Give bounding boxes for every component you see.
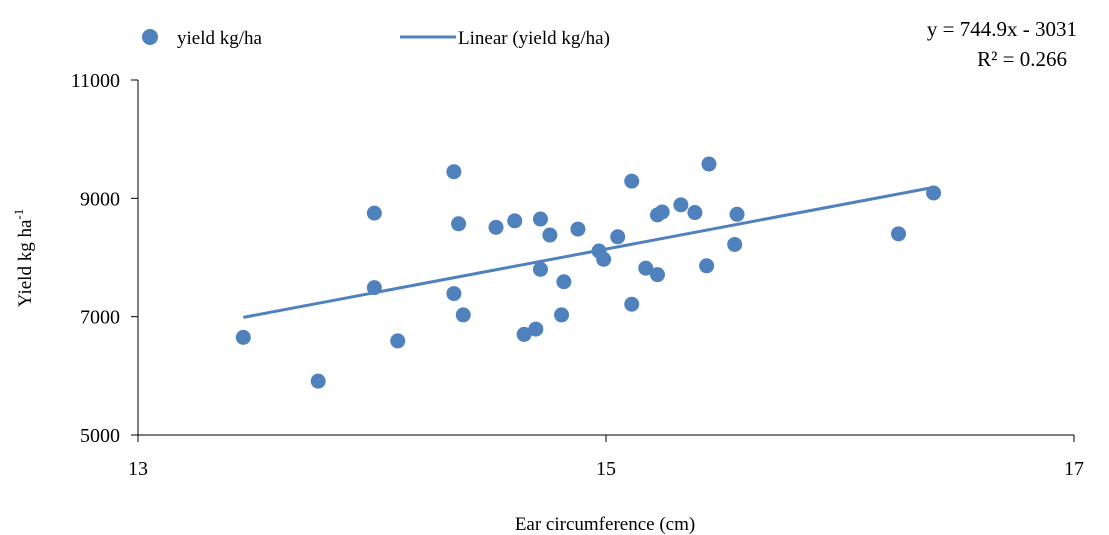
r-squared-line: R² = 0.266	[977, 47, 1067, 71]
y-axis-title: Yield kg ha-1	[11, 209, 36, 307]
data-point	[673, 197, 689, 213]
data-point	[701, 156, 717, 172]
data-point	[554, 307, 570, 323]
legend-series-label: yield kg/ha	[177, 28, 263, 49]
x-tick-label: 17	[1064, 458, 1084, 480]
data-point	[610, 229, 626, 245]
x-tick-label: 13	[128, 458, 148, 480]
tick-labels: 5000 7000 9000 11000 13 15 17	[71, 70, 1084, 480]
data-point	[649, 267, 665, 283]
data-point	[926, 185, 942, 201]
trendline-group	[243, 185, 934, 319]
data-point	[532, 211, 548, 227]
data-point	[624, 296, 640, 312]
data-point	[446, 164, 462, 180]
data-point	[366, 205, 382, 221]
y-axis-title-superscript: -1	[11, 209, 26, 220]
data-point	[727, 236, 743, 252]
data-point	[390, 333, 406, 349]
data-point	[654, 204, 670, 220]
legend-series-marker	[142, 29, 158, 45]
data-point	[451, 216, 467, 232]
y-axis-title-base: Yield kg ha	[15, 219, 36, 307]
data-point	[542, 227, 558, 243]
data-point	[528, 321, 544, 337]
equation-line: y = 744.9x - 3031	[927, 17, 1077, 41]
trend-equation: y = 744.9x - 3031 R² = 0.266	[927, 17, 1077, 71]
trendline	[243, 185, 934, 319]
y-tick-label: 9000	[80, 188, 120, 210]
data-points	[235, 156, 942, 389]
y-tick-label: 7000	[80, 307, 120, 329]
data-point	[687, 205, 703, 221]
data-point	[532, 261, 548, 277]
data-point	[235, 329, 251, 345]
data-point	[596, 251, 612, 267]
x-tick-label: 15	[596, 458, 616, 480]
data-point	[366, 280, 382, 296]
data-point	[507, 213, 523, 229]
data-point	[310, 373, 326, 389]
data-point	[729, 206, 745, 222]
y-tick-label: 5000	[80, 425, 120, 447]
y-tick-label: 11000	[71, 70, 120, 92]
x-axis-title: Ear circumference (cm)	[515, 514, 695, 535]
data-point	[446, 286, 462, 302]
axes	[131, 79, 1075, 442]
data-point	[891, 226, 906, 242]
legend: yield kg/ha Linear (yield kg/ha)	[142, 28, 610, 49]
data-point	[556, 274, 572, 290]
data-point	[638, 260, 654, 276]
data-point	[488, 219, 504, 235]
data-point	[570, 221, 586, 237]
data-point	[624, 173, 640, 189]
data-point	[516, 326, 532, 342]
data-point	[699, 258, 715, 274]
legend-trend-label: Linear (yield kg/ha)	[458, 28, 610, 49]
data-point	[455, 307, 471, 323]
